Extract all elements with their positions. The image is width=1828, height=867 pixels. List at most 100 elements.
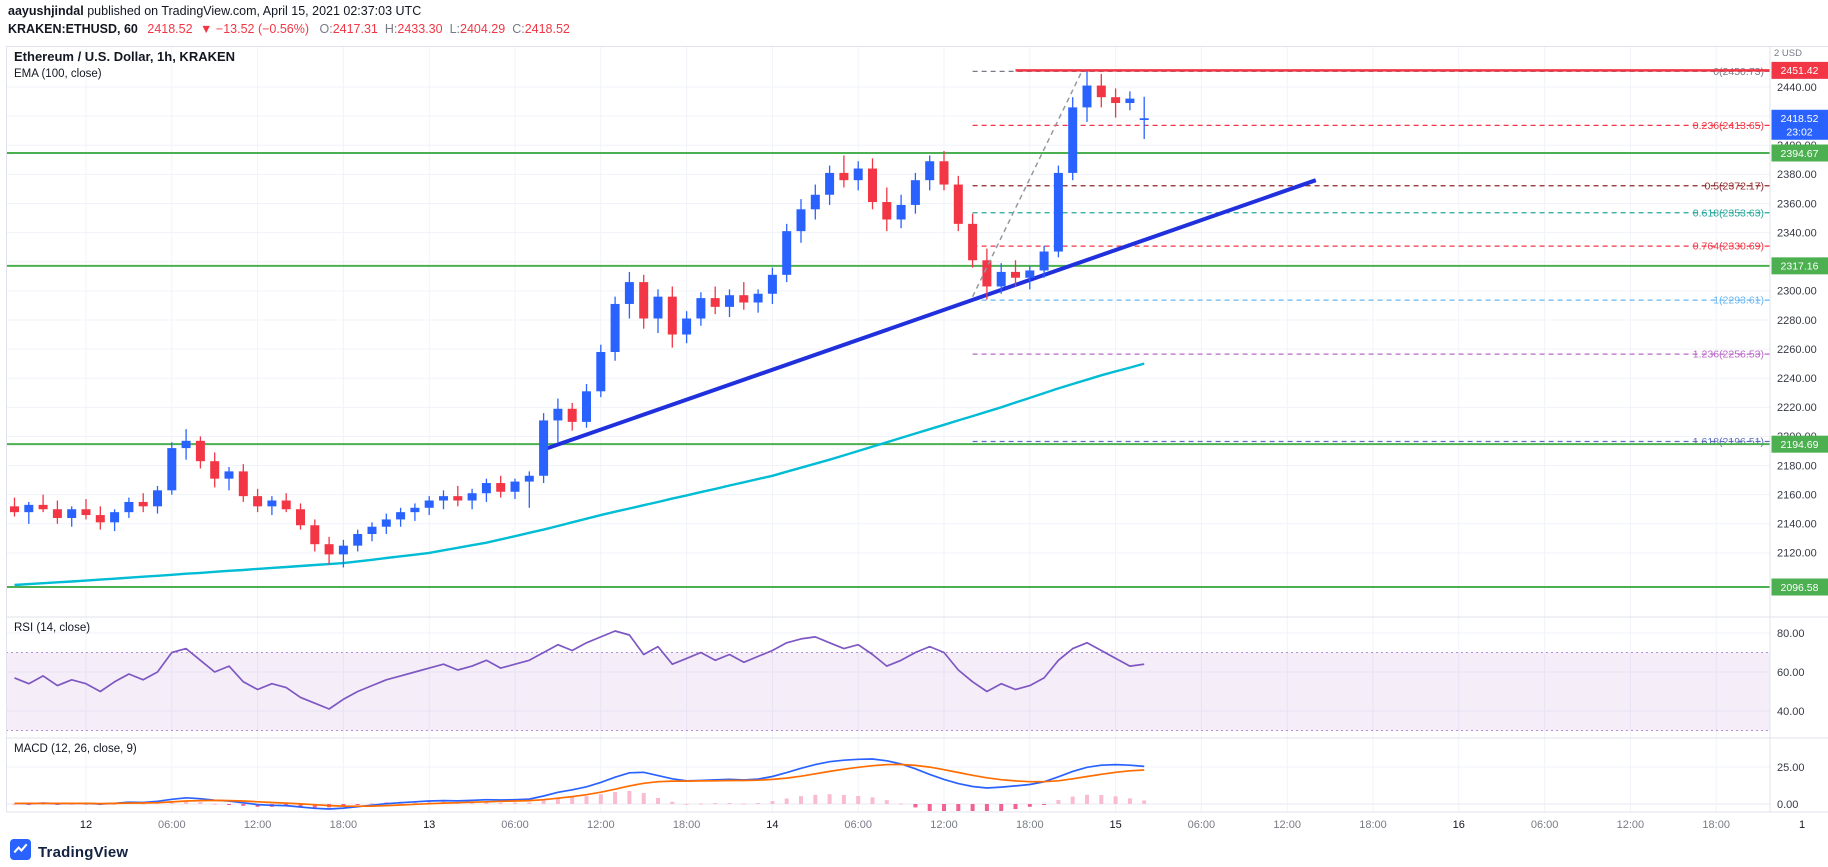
price-axis-tick: 2340.00 <box>1777 227 1817 239</box>
candle-body <box>639 282 649 319</box>
time-axis-tick: 06:00 <box>158 819 186 831</box>
candle-body <box>510 481 520 492</box>
candle-body <box>1011 271 1020 278</box>
macd-histogram-bar <box>727 802 732 804</box>
candle-body <box>153 490 162 507</box>
fib-level-label: 1.618(2196.51) <box>1693 436 1764 448</box>
macd-histogram-bar <box>756 802 761 804</box>
macd-histogram-bar <box>112 803 117 805</box>
ohlc-key: H: <box>384 22 398 36</box>
price-label-box <box>1771 61 1828 79</box>
time-axis-tick: 12 <box>80 819 92 831</box>
projection-dashed-line <box>971 69 1084 297</box>
candle-body <box>953 184 963 224</box>
rsi-legend[interactable]: RSI (14, close) <box>14 622 91 634</box>
macd-histogram-bar <box>312 804 317 808</box>
candle-body <box>310 525 320 545</box>
price-label-box <box>1771 109 1828 140</box>
author-name: aayushjindal <box>8 4 84 18</box>
macd-histogram-bar <box>870 797 875 804</box>
macd-histogram-bar <box>484 801 489 804</box>
time-axis-tick: 16 <box>1453 819 1465 831</box>
candle-body <box>1039 251 1049 271</box>
ohlc-values: O:2417.31 H:2433.30 L:2404.29 C:2418.52 <box>313 22 570 36</box>
candle-body <box>67 509 77 518</box>
candle-body <box>910 180 920 205</box>
price-label-text: 2194.69 <box>1781 439 1819 451</box>
price-axis-tick: 2120.00 <box>1777 548 1817 560</box>
candle-body <box>624 282 634 304</box>
candle-body <box>996 271 1006 287</box>
macd-histogram-bar <box>1085 794 1089 804</box>
publish-text: published on TradingView.com, April 15, … <box>83 4 422 18</box>
ema-legend[interactable]: EMA (100, close) <box>14 68 102 80</box>
fib-level-label: 0.618(2353.63) <box>1693 207 1764 219</box>
price-axis-tick: 2440.00 <box>1777 82 1817 94</box>
tradingview-logo-icon[interactable] <box>10 839 31 865</box>
candle-body <box>1096 85 1106 98</box>
macd-histogram-bar <box>999 804 1004 811</box>
macd-histogram-bar <box>370 803 374 805</box>
macd-histogram-bar <box>942 804 946 811</box>
candle-body <box>1068 107 1078 173</box>
candle-body <box>496 483 506 492</box>
candle-body <box>939 161 949 185</box>
footer-brand[interactable]: TradingView <box>10 839 128 865</box>
price-axis-tick: 2260.00 <box>1777 344 1817 356</box>
candle-body <box>253 496 263 507</box>
macd-histogram-bar <box>1070 796 1075 804</box>
macd-histogram-bar <box>298 804 303 808</box>
macd-line <box>14 758 1145 810</box>
rsi-axis-tick: 80.00 <box>1777 628 1805 640</box>
candle-body <box>396 512 406 520</box>
candle-body <box>1053 172 1063 252</box>
fib-level-label: 0.236(2413.65) <box>1693 120 1764 132</box>
candle-body <box>925 161 935 181</box>
ohlc-value: 2404.29 <box>460 22 506 36</box>
macd-histogram-bar <box>212 803 217 805</box>
tradingview-brand-text[interactable]: TradingView <box>38 843 129 861</box>
main-panel-legend: Ethereum / U.S. Dollar, 1h, KRAKEN EMA (… <box>14 49 235 80</box>
price-label-box <box>1771 578 1828 596</box>
macd-histogram-bar <box>656 797 660 804</box>
macd-histogram-bar <box>799 796 803 804</box>
macd-histogram-bar <box>184 800 189 804</box>
macd-histogram-bar <box>927 804 932 811</box>
ohlc-key: C: <box>512 22 525 36</box>
rsi-band <box>6 652 1770 731</box>
candle-body <box>667 296 677 335</box>
macd-histogram-bar <box>598 794 603 804</box>
candle-body <box>281 500 291 510</box>
macd-histogram-bar <box>684 803 689 805</box>
macd-histogram-bar <box>513 802 517 804</box>
time-axis-tick: 12:00 <box>1273 819 1301 831</box>
symbol-info-bar: KRAKEN:ETHUSD, 60 2418.52 ▼ −13.52 (−0.5… <box>8 22 570 36</box>
candle-body <box>696 298 706 319</box>
candle-body <box>1082 85 1092 108</box>
candle-body <box>167 448 177 491</box>
macd-histogram-bar <box>741 803 746 805</box>
macd-histogram-bar <box>613 792 618 804</box>
candle-body <box>453 496 463 501</box>
macd-histogram-bar <box>899 803 904 805</box>
candle-body <box>1025 270 1035 278</box>
macd-histogram-bar <box>784 798 789 804</box>
macd-histogram-bar <box>713 803 718 805</box>
macd-histogram-bar <box>770 801 775 804</box>
candle-body <box>338 545 348 555</box>
macd-histogram-bar <box>956 804 961 811</box>
price-axis-tick: 2140.00 <box>1777 519 1817 531</box>
macd-signal-line <box>14 763 1145 808</box>
macd-histogram-bar <box>1127 798 1132 804</box>
chart-area[interactable]: 0(2450.73) 0.236(2413.65) 0.5(2372.17) 0.61… <box>6 46 1828 836</box>
rsi-axis-tick: 40.00 <box>1777 706 1805 718</box>
macd-legend[interactable]: MACD (12, 26, close, 9) <box>14 743 137 755</box>
candle-body <box>324 544 334 555</box>
time-axis-tick: 18:00 <box>1359 819 1387 831</box>
candle-body <box>739 295 749 303</box>
macd-histogram-bar <box>141 803 146 805</box>
macd-histogram-bar <box>698 803 703 805</box>
macd-histogram-bar <box>1027 804 1032 807</box>
time-axis-tick: 18:00 <box>330 819 358 831</box>
candle-body <box>539 420 549 476</box>
